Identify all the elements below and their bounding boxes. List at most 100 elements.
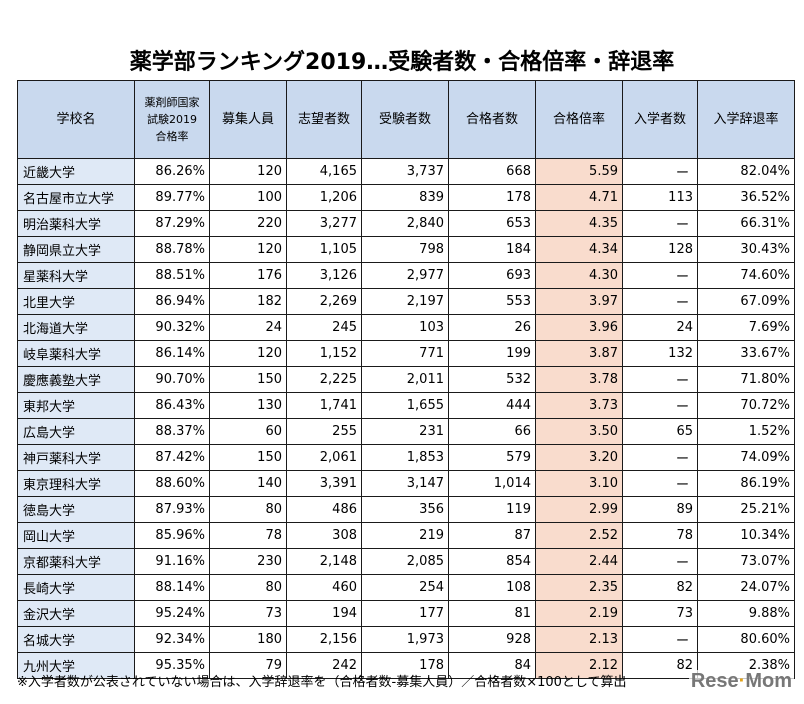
applicants-cell: 3,391 <box>286 470 362 497</box>
decline-cell: 25.21% <box>697 496 795 523</box>
applicants-cell: 1,152 <box>286 340 362 367</box>
pass-rate-cell: 86.26% <box>134 158 210 185</box>
applicants-cell: 3,277 <box>286 210 362 237</box>
ratio-cell: 3.73 <box>535 392 623 419</box>
recruit-cell: 150 <box>209 366 287 393</box>
recruit-cell: 73 <box>209 600 287 627</box>
table-body: 近畿大学 86.26% 120 4,165 3,737 668 5.59 ー 82.04% 名古屋… <box>17 158 795 679</box>
passers-cell: 653 <box>448 210 536 237</box>
enrolled-cell: ー <box>622 626 698 653</box>
examinees-cell: 2,197 <box>361 288 449 315</box>
passers-cell: 444 <box>448 392 536 419</box>
ratio-cell: 2.99 <box>535 496 623 523</box>
examinees-cell: 356 <box>361 496 449 523</box>
school-name-cell: 京都薬科大学 <box>17 548 135 575</box>
header-pass-rate-line: 試験2019 <box>147 113 197 126</box>
pass-rate-cell: 92.34% <box>134 626 210 653</box>
school-name-cell: 明治薬科大学 <box>17 210 135 237</box>
pass-rate-cell: 87.29% <box>134 210 210 237</box>
decline-cell: 36.52% <box>697 184 795 211</box>
school-name-cell: 慶應義塾大学 <box>17 366 135 393</box>
applicants-cell: 1,741 <box>286 392 362 419</box>
applicants-cell: 460 <box>286 574 362 601</box>
examinees-cell: 178 <box>361 652 449 679</box>
pass-rate-cell: 91.16% <box>134 548 210 575</box>
school-name-cell: 北海道大学 <box>17 314 135 341</box>
decline-cell: 10.34% <box>697 522 795 549</box>
passers-cell: 184 <box>448 236 536 263</box>
decline-cell: 74.09% <box>697 444 795 471</box>
pass-rate-cell: 90.32% <box>134 314 210 341</box>
school-name-cell: 神戸薬科大学 <box>17 444 135 471</box>
passers-cell: 693 <box>448 262 536 289</box>
school-name-cell: 静岡県立大学 <box>17 236 135 263</box>
examinees-cell: 839 <box>361 184 449 211</box>
decline-cell: 86.19% <box>697 470 795 497</box>
applicants-cell: 194 <box>286 600 362 627</box>
header-pass-rate-line: 薬剤師国家 <box>144 96 200 109</box>
enrolled-cell: ー <box>622 548 698 575</box>
passers-cell: 81 <box>448 600 536 627</box>
enrolled-cell: 65 <box>622 418 698 445</box>
header-passers: 合格者数 <box>448 80 536 159</box>
examinees-cell: 231 <box>361 418 449 445</box>
school-name-cell: 東京理科大学 <box>17 470 135 497</box>
ratio-cell: 2.52 <box>535 522 623 549</box>
table-row: 神戸薬科大学 87.42% 150 2,061 1,853 579 3.20 ー 74.09% <box>17 444 795 471</box>
header-decline: 入学辞退率 <box>697 80 795 159</box>
pass-rate-cell: 86.14% <box>134 340 210 367</box>
enrolled-cell: ー <box>622 444 698 471</box>
decline-cell: 30.43% <box>697 236 795 263</box>
examinees-cell: 2,011 <box>361 366 449 393</box>
header-pass-rate-line: 合格率 <box>155 130 189 143</box>
recruit-cell: 100 <box>209 184 287 211</box>
recruit-cell: 78 <box>209 522 287 549</box>
recruit-cell: 130 <box>209 392 287 419</box>
examinees-cell: 1,973 <box>361 626 449 653</box>
passers-cell: 108 <box>448 574 536 601</box>
table-row: 東邦大学 86.43% 130 1,741 1,655 444 3.73 ー 70.72% <box>17 392 795 419</box>
examinees-cell: 771 <box>361 340 449 367</box>
pass-rate-cell: 95.24% <box>134 600 210 627</box>
recruit-cell: 80 <box>209 574 287 601</box>
enrolled-cell: ー <box>622 288 698 315</box>
school-name-cell: 近畿大学 <box>17 158 135 185</box>
ratio-cell: 2.35 <box>535 574 623 601</box>
decline-cell: 73.07% <box>697 548 795 575</box>
applicants-cell: 2,269 <box>286 288 362 315</box>
enrolled-cell: 82 <box>622 652 698 679</box>
pass-rate-cell: 88.60% <box>134 470 210 497</box>
decline-cell: 67.09% <box>697 288 795 315</box>
header-enrolled: 入学者数 <box>622 80 698 159</box>
applicants-cell: 308 <box>286 522 362 549</box>
applicants-cell: 245 <box>286 314 362 341</box>
table-row: 岡山大学 85.96% 78 308 219 87 2.52 78 10.34% <box>17 522 795 549</box>
passers-cell: 87 <box>448 522 536 549</box>
header-row: 学校名 薬剤師国家 試験2019 合格率 募集人員 志望者数 受験者数 合格者数… <box>17 80 795 159</box>
pass-rate-cell: 88.37% <box>134 418 210 445</box>
applicants-cell: 3,126 <box>286 262 362 289</box>
table-row: 九州大学 95.35% 79 242 178 84 2.12 82 2.38% <box>17 652 795 679</box>
passers-cell: 1,014 <box>448 470 536 497</box>
decline-cell: 66.31% <box>697 210 795 237</box>
examinees-cell: 2,085 <box>361 548 449 575</box>
recruit-cell: 24 <box>209 314 287 341</box>
header-recruit: 募集人員 <box>209 80 287 159</box>
school-name-cell: 岡山大学 <box>17 522 135 549</box>
examinees-cell: 3,737 <box>361 158 449 185</box>
ratio-cell: 3.87 <box>535 340 623 367</box>
resemom-logo: Rese·Mom <box>688 670 794 693</box>
school-name-cell: 名古屋市立大学 <box>17 184 135 211</box>
recruit-cell: 140 <box>209 470 287 497</box>
table-row: 金沢大学 95.24% 73 194 177 81 2.19 73 9.88% <box>17 600 795 627</box>
header-ratio: 合格倍率 <box>535 80 623 159</box>
logo-dot-icon: · <box>738 670 746 692</box>
page-title: 薬学部ランキング2019…受験者数・合格倍率・辞退率 <box>129 50 675 75</box>
ratio-cell: 4.30 <box>535 262 623 289</box>
passers-cell: 928 <box>448 626 536 653</box>
examinees-cell: 2,840 <box>361 210 449 237</box>
enrolled-cell: ー <box>622 210 698 237</box>
enrolled-cell: 78 <box>622 522 698 549</box>
decline-cell: 1.52% <box>697 418 795 445</box>
school-name-cell: 金沢大学 <box>17 600 135 627</box>
